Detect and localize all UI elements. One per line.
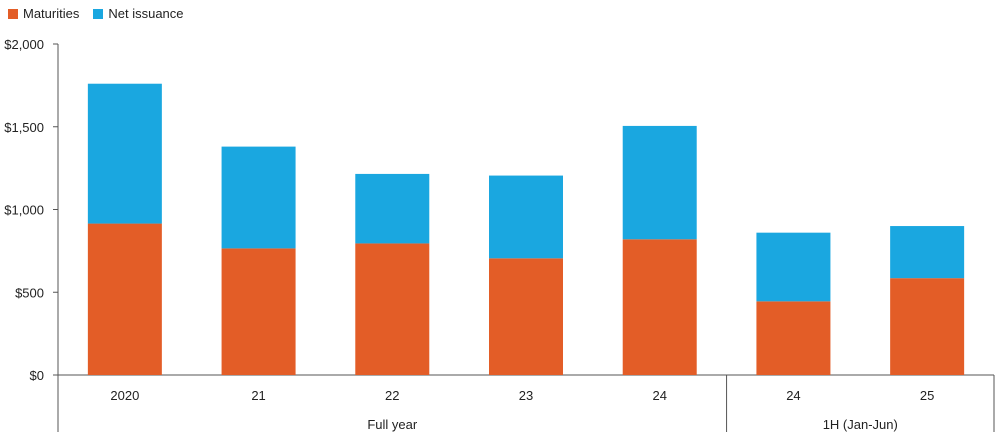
x-tick-label: 24 (652, 388, 666, 403)
net-issuance-swatch (93, 8, 104, 19)
bar-maturities (622, 239, 697, 375)
bar-net-issuance (221, 146, 296, 249)
bar-net-issuance (87, 83, 162, 224)
x-group-label: 1H (Jan-Jun) (823, 417, 898, 432)
bar-net-issuance (355, 173, 430, 244)
y-tick-label: $2,000 (4, 37, 44, 52)
y-tick-label: $500 (15, 285, 44, 300)
legend-item-maturities: Maturities (8, 6, 79, 21)
legend: Maturities Net issuance (8, 6, 184, 21)
bar-maturities (355, 243, 430, 375)
bar-maturities (890, 278, 965, 375)
bar-maturities (489, 258, 563, 375)
legend-label-maturities: Maturities (23, 6, 80, 21)
bar-maturities (756, 301, 831, 375)
bar-net-issuance (756, 232, 831, 302)
x-tick-label: 25 (920, 388, 934, 403)
bar-net-issuance (489, 175, 563, 259)
y-tick-label: $1,000 (4, 203, 44, 218)
x-tick-label: 24 (786, 388, 800, 403)
x-tick-label: 21 (251, 388, 265, 403)
y-tick-label: $0 (30, 368, 44, 383)
bar-maturities (221, 248, 296, 375)
x-group-label: Full year (367, 417, 418, 432)
y-tick-label: $1,500 (4, 120, 44, 135)
x-tick-label: 22 (385, 388, 399, 403)
bar-net-issuance (622, 125, 697, 240)
x-tick-label: 2020 (110, 388, 139, 403)
maturities-swatch (8, 8, 18, 19)
legend-label-net-issuance: Net issuance (108, 6, 184, 21)
bar-maturities (87, 223, 162, 375)
x-tick-label: 23 (519, 388, 533, 403)
legend-item-net-issuance: Net issuance (93, 6, 184, 21)
bar-net-issuance (890, 226, 965, 279)
